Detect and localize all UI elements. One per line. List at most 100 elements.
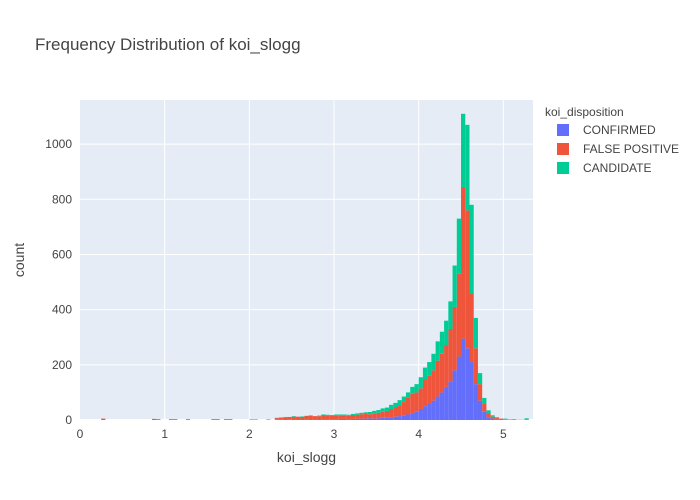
bar-false-positive <box>346 415 351 420</box>
bar-candidate <box>359 412 364 415</box>
bar-confirmed <box>304 419 309 420</box>
x-tick-label: 3 <box>331 427 338 441</box>
x-tick-label: 2 <box>246 427 253 441</box>
bar-candidate <box>435 341 440 361</box>
bar-false-positive <box>435 360 440 397</box>
bar-false-positive <box>448 328 453 382</box>
bar-confirmed <box>300 419 305 420</box>
bar-false-positive <box>410 393 415 414</box>
y-tick-label: 800 <box>52 192 72 206</box>
bar-false-positive <box>494 418 500 420</box>
bar-false-positive <box>215 419 220 420</box>
y-axis-title: count <box>11 243 27 277</box>
bar-candidate <box>405 392 411 398</box>
bar-candidate <box>393 402 398 408</box>
bar-candidate <box>401 396 406 403</box>
bar-false-positive <box>452 306 457 371</box>
bar-false-positive <box>405 397 411 415</box>
bar-false-positive <box>291 416 296 420</box>
bar-false-positive <box>393 407 398 417</box>
bar-confirmed <box>465 348 470 420</box>
bar-confirmed <box>295 419 301 420</box>
bar-confirmed <box>410 413 415 420</box>
bar-false-positive <box>444 345 449 387</box>
bar-candidate <box>524 418 529 420</box>
bars-layer <box>101 113 529 420</box>
bar-confirmed <box>414 411 419 420</box>
bar-false-positive <box>359 414 364 419</box>
x-tick-label: 4 <box>415 427 422 441</box>
bar-confirmed <box>477 400 483 420</box>
bar-candidate <box>448 301 453 329</box>
bar-confirmed <box>444 386 449 420</box>
bar-false-positive <box>422 380 428 407</box>
bar-confirmed <box>363 418 368 420</box>
bar-confirmed <box>350 418 356 420</box>
bar-false-positive <box>173 419 178 420</box>
bar-confirmed <box>461 338 466 420</box>
bar-confirmed <box>376 418 381 420</box>
bar-false-positive <box>338 415 343 419</box>
bar-false-positive <box>355 414 360 419</box>
bar-false-positive <box>439 353 445 393</box>
x-axis-ticks: 0 1 2 3 4 5 <box>77 427 507 441</box>
y-tick-label: 1000 <box>45 137 72 151</box>
bar-candidate <box>363 412 368 414</box>
bar-candidate <box>477 373 483 385</box>
bar-candidate <box>372 410 377 414</box>
bar-confirmed <box>448 381 453 420</box>
bar-false-positive <box>287 416 292 420</box>
bar-candidate <box>367 412 373 415</box>
bar-confirmed <box>473 384 478 420</box>
bar-confirmed <box>482 411 487 420</box>
bar-candidate <box>456 218 462 274</box>
legend-label: CONFIRMED <box>583 123 656 137</box>
y-tick-label: 400 <box>52 303 72 317</box>
legend-label: CANDIDATE <box>583 161 651 175</box>
bar-candidate <box>461 113 466 187</box>
y-tick-label: 200 <box>52 358 72 372</box>
bar-false-positive <box>482 403 487 412</box>
legend-label: FALSE POSITIVE <box>583 142 679 156</box>
bar-false-positive <box>156 419 161 420</box>
bar-confirmed <box>291 419 296 420</box>
bar-false-positive <box>511 419 517 420</box>
bar-confirmed <box>283 419 288 420</box>
bar-false-positive <box>295 416 301 420</box>
bar-false-positive <box>274 418 279 420</box>
bar-false-positive <box>185 419 191 420</box>
bar-false-positive <box>101 418 106 420</box>
bar-false-positive <box>283 417 288 420</box>
bar-confirmed <box>329 419 335 420</box>
bar-false-positive <box>266 419 271 420</box>
bar-false-positive <box>414 392 419 412</box>
bar-candidate <box>486 410 491 414</box>
bar-confirmed <box>490 418 495 420</box>
bar-candidate <box>321 414 326 416</box>
bar-false-positive <box>461 186 466 339</box>
bar-false-positive <box>389 408 394 418</box>
bar-candidate <box>384 407 390 411</box>
bar-confirmed <box>422 406 428 420</box>
bar-false-positive <box>499 418 504 420</box>
bar-false-positive <box>372 413 377 419</box>
bar-confirmed <box>367 418 373 420</box>
bar-candidate <box>317 415 322 417</box>
bar-false-positive <box>342 415 347 419</box>
x-tick-label: 1 <box>161 427 168 441</box>
bar-confirmed <box>312 419 318 420</box>
x-tick-label: 5 <box>500 427 507 441</box>
bar-confirmed <box>418 408 423 420</box>
bar-confirmed <box>317 419 322 420</box>
bar-candidate <box>376 410 381 413</box>
bar-false-positive <box>317 416 322 420</box>
bar-false-positive <box>211 419 216 420</box>
bar-confirmed <box>342 418 347 420</box>
bar-candidate <box>465 124 470 211</box>
bar-confirmed <box>346 419 351 420</box>
chart-title: Frequency Distribution of koi_slogg <box>35 35 301 54</box>
bar-false-positive <box>431 370 436 401</box>
bar-false-positive <box>334 415 339 420</box>
bar-confirmed <box>384 417 390 420</box>
